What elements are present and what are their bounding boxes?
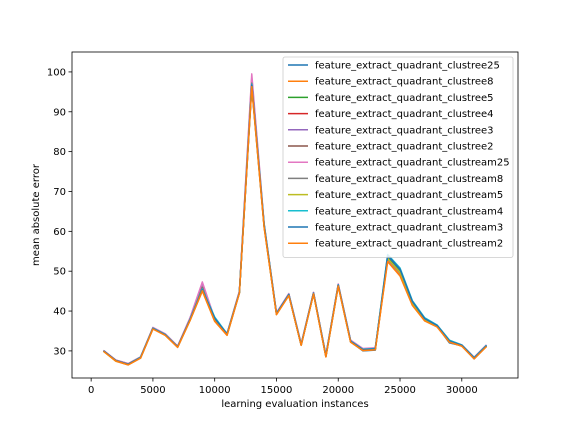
series-lines <box>103 73 488 366</box>
legend-entry-label: feature_extract_quadrant_clustream4 <box>315 206 503 217</box>
legend-entry-label: feature_extract_quadrant_clustream25 <box>315 158 510 169</box>
x-axis-label: learning evaluation instances <box>221 399 368 410</box>
y-tick-label: 70 <box>53 187 66 198</box>
axes-frame <box>71 51 519 379</box>
legend-entry-label: feature_extract_quadrant_clustree5 <box>315 93 494 104</box>
x-tick-label: 10000 <box>199 385 231 396</box>
legend-entry-label: feature_extract_quadrant_clustree4 <box>315 109 494 120</box>
x-tick-label: 20000 <box>322 385 354 396</box>
legend: feature_extract_quadrant_clustree25featu… <box>282 56 514 258</box>
legend-entry-label: feature_extract_quadrant_clustree3 <box>315 125 494 136</box>
y-tick-label: 100 <box>47 67 66 78</box>
y-tick-label: 30 <box>53 346 66 357</box>
y-axis-ticks: 30 40 50 60 70 80 90 100 <box>47 67 72 357</box>
legend-entry-label: feature_extract_quadrant_clustream5 <box>315 190 503 201</box>
legend-entry-label: feature_extract_quadrant_clustream8 <box>315 174 503 185</box>
y-tick-label: 50 <box>53 267 66 278</box>
legend-box <box>282 56 514 258</box>
legend-entry-label: feature_extract_quadrant_clustree2 <box>315 142 494 153</box>
x-axis-ticks: 0 5000 10000 15000 20000 25000 30000 <box>88 378 478 396</box>
x-tick-label: 15000 <box>261 385 293 396</box>
x-tick-label: 25000 <box>384 385 416 396</box>
x-tick-label: 0 <box>88 385 94 396</box>
x-tick-label: 30000 <box>446 385 478 396</box>
y-tick-label: 60 <box>53 227 66 238</box>
legend-entry-label: feature_extract_quadrant_clustree8 <box>315 77 494 88</box>
legend-entry-label: feature_extract_quadrant_clustream2 <box>315 239 503 250</box>
legend-entry-label: feature_extract_quadrant_clustream3 <box>315 223 503 234</box>
series-line-12 <box>103 85 488 366</box>
x-tick-label: 5000 <box>140 385 165 396</box>
legend-entry-label: feature_extract_quadrant_clustree25 <box>315 61 500 72</box>
y-tick-label: 40 <box>53 307 66 318</box>
y-axis-label: mean absolute error <box>31 163 42 266</box>
y-tick-label: 80 <box>53 147 66 158</box>
y-tick-label: 90 <box>53 107 66 118</box>
